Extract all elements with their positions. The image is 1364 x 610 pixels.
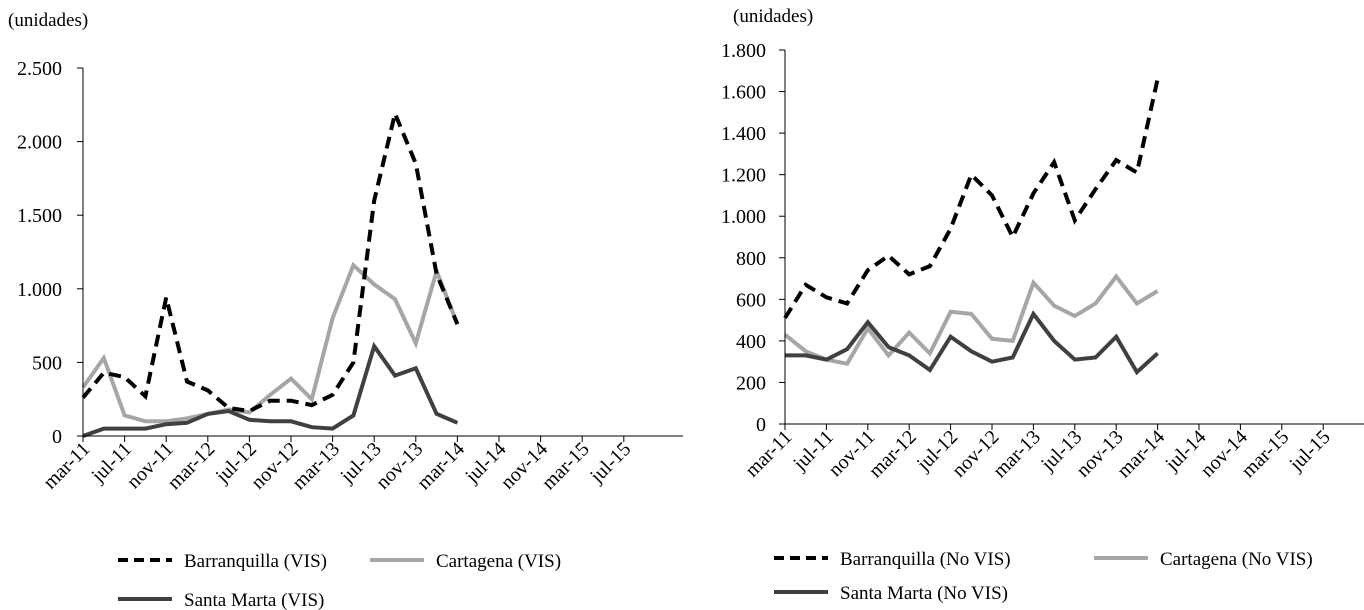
y-tick-label: 1.000 (721, 206, 766, 228)
x-tick-label: mar-13 (989, 426, 1045, 482)
series-line-santa-marta-vis (82, 341, 459, 438)
chart-left-unit-label: (unidades) (8, 10, 88, 31)
x-tick-label: mar-14 (413, 438, 469, 494)
series-line-santa-marta-no-vis (785, 310, 1159, 376)
series-line-cartagena-no-vis (783, 273, 1159, 366)
x-tick-label: mar-15 (1237, 426, 1293, 482)
chart-left-vis: (unidades) 0 500 1.000 1.500 2.000 2.500 mar-… (8, 10, 683, 610)
chart-right-y-ticks: 0 200 400 600 800 1.000 1.200 1.400 1.600 1.800 (721, 40, 785, 436)
legend-label-santa-marta-no-vis: Santa Marta (No VIS) (840, 583, 1008, 604)
legend-label-cartagena-no-vis: Cartagena (No VIS) (1160, 549, 1313, 570)
y-tick-label: 500 (32, 352, 62, 374)
y-tick-label: 200 (736, 372, 766, 394)
y-tick-label: 2.000 (17, 132, 62, 154)
y-tick-label: 1.600 (721, 82, 766, 104)
x-tick-label: mar-15 (538, 438, 594, 494)
y-tick-label: 1.800 (721, 40, 766, 62)
y-tick-label: 1.500 (17, 205, 62, 227)
x-tick-label: jul-15 (1285, 426, 1335, 476)
chart-right-legend: Barranquilla (No VIS) Cartagena (No VIS)… (774, 549, 1313, 604)
y-tick-label: 1.400 (721, 123, 766, 145)
series-line-barranquilla-vis (81, 107, 460, 414)
chart-right-no-vis: (unidades) 0 200 400 600 800 1.000 1.200 1.400 1… (721, 6, 1364, 604)
y-tick-label: 1.000 (17, 279, 62, 301)
legend-label-barranquilla-vis: Barranquilla (VIS) (184, 551, 327, 572)
y-tick-label: 600 (736, 289, 766, 311)
legend-label-santa-marta-vis: Santa Marta (VIS) (184, 590, 324, 610)
chart-right-x-ticks: mar-11jul-11nov-11mar-12jul-12nov-12mar-… (741, 424, 1335, 482)
series-line-barranquilla-no-vis (783, 78, 1160, 320)
y-tick-label: 800 (736, 248, 766, 270)
chart-left-y-ticks: 0 500 1.000 1.500 2.000 2.500 (17, 58, 83, 448)
chart-left-legend: Barranquilla (VIS) Cartagena (VIS) Santa… (118, 551, 561, 610)
x-tick-label: mar-12 (163, 438, 219, 494)
y-tick-label: 0 (52, 426, 62, 448)
y-tick-label: 400 (736, 331, 766, 353)
y-tick-label: 0 (756, 414, 766, 436)
chart-right-series (783, 78, 1160, 376)
y-tick-label: 1.200 (721, 165, 766, 187)
x-tick-label: mar-13 (288, 438, 344, 494)
x-tick-label: mar-12 (865, 426, 921, 482)
x-tick-label: mar-11 (39, 438, 95, 494)
chart-left-series (81, 107, 460, 438)
legend-label-cartagena-vis: Cartagena (VIS) (436, 551, 561, 572)
y-tick-label: 2.500 (17, 58, 62, 80)
chart-right-unit-label: (unidades) (733, 6, 813, 27)
legend-label-barranquilla-no-vis: Barranquilla (No VIS) (840, 549, 1011, 570)
x-tick-label: mar-11 (741, 426, 797, 482)
series-line-cartagena-vis (81, 261, 460, 424)
chart-left-x-ticks: mar-11jul-11nov-11mar-12jul-12nov-12mar-… (39, 436, 635, 494)
x-tick-label: mar-14 (1113, 426, 1169, 482)
x-tick-label: jul-15 (585, 438, 635, 488)
